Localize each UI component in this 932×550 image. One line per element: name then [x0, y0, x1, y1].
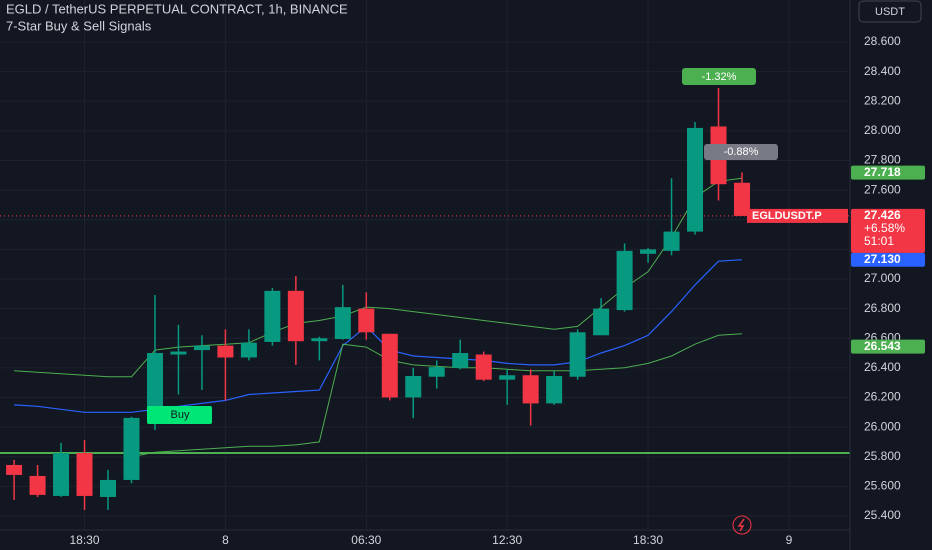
candle-body — [100, 479, 117, 497]
candle-body — [6, 464, 23, 475]
countdown: 51:01 — [864, 234, 894, 248]
candle-body — [452, 353, 469, 368]
candle-body — [311, 338, 328, 342]
candle-body — [76, 452, 93, 496]
candle-body — [287, 290, 304, 342]
candle-body — [428, 367, 445, 377]
candle-body — [663, 231, 680, 251]
plot — [0, 87, 850, 511]
y-tick-label: 25.400 — [864, 508, 901, 522]
symbol-tag — [747, 208, 848, 223]
y-tick-label: 26.400 — [864, 360, 901, 374]
candle-body — [170, 351, 187, 355]
currency-button[interactable] — [858, 0, 922, 23]
price-tag — [851, 339, 925, 354]
price-tag — [851, 252, 925, 267]
chart-title: EGLD / TetherUS PERPETUAL CONTRACT, 1h, … — [6, 1, 348, 16]
indicator-line — [14, 259, 743, 413]
price-tag-label: 27.130 — [864, 252, 901, 266]
candle-body — [193, 345, 210, 351]
candle-body — [733, 182, 750, 216]
signal-box — [682, 68, 756, 85]
currency-button-label[interactable]: USDT — [875, 6, 905, 18]
candle-body — [146, 353, 163, 420]
event-icon[interactable] — [732, 515, 752, 535]
x-tick-label: 06:30 — [351, 533, 381, 547]
candle-body — [240, 342, 257, 358]
y-tick-label: 26.200 — [864, 390, 901, 404]
candle-body — [405, 375, 422, 398]
candle-body — [569, 332, 586, 377]
candle-body — [53, 452, 70, 496]
candle-body — [640, 249, 657, 254]
candle-body — [687, 127, 704, 232]
candle-body — [123, 417, 140, 480]
signal-label: -1.32% — [702, 71, 737, 83]
y-tick-label: 27.800 — [864, 153, 901, 167]
candle-body — [546, 375, 563, 404]
x-tick-label: 18:30 — [70, 533, 100, 547]
event-icon[interactable] — [737, 518, 745, 532]
grid — [0, 0, 850, 530]
price-tag — [851, 165, 925, 180]
y-tick-label: 28.400 — [864, 64, 901, 78]
candle-body — [358, 308, 375, 333]
last-change: +6.58% — [864, 221, 905, 235]
y-tick-label: 27.000 — [864, 271, 901, 285]
candle-body — [264, 290, 281, 342]
x-tick-label: 8 — [222, 533, 229, 547]
price-tag-label: 26.543 — [864, 339, 901, 353]
price-tag-label: 27.718 — [864, 165, 901, 179]
signal-box — [147, 406, 212, 424]
candle-body — [334, 307, 351, 339]
y-tick-label: 25.600 — [864, 478, 901, 492]
y-tick-label: 26.000 — [864, 419, 901, 433]
signal-label: Buy — [171, 409, 190, 421]
candle-body — [29, 475, 46, 495]
symbol-tag-label: EGLDUSDT.P — [752, 210, 822, 222]
candle-body — [522, 375, 539, 404]
last-price-tag — [851, 208, 925, 253]
signal-box — [704, 144, 778, 160]
indicator-name: 7-Star Buy & Sell Signals — [6, 18, 152, 33]
candle-body — [499, 375, 516, 380]
x-tick-label: 18:30 — [633, 533, 663, 547]
y-tick-label: 28.000 — [864, 123, 901, 137]
candle-body — [593, 308, 610, 336]
y-tick-label: 28.200 — [864, 93, 901, 107]
y-tick-label: 25.800 — [864, 449, 901, 463]
last-price-label: 27.426 — [864, 208, 901, 222]
candle-body — [616, 250, 633, 311]
x-tick-label: 9 — [786, 533, 793, 547]
y-tick-label: 27.600 — [864, 182, 901, 196]
y-tick-label: 26.800 — [864, 301, 901, 315]
candle-body — [217, 345, 234, 358]
y-tick-label: 28.600 — [864, 34, 901, 48]
x-tick-label: 12:30 — [492, 533, 522, 547]
signal-label: -0.88% — [724, 146, 759, 158]
candle-body — [381, 333, 398, 398]
candle-body — [475, 354, 492, 380]
